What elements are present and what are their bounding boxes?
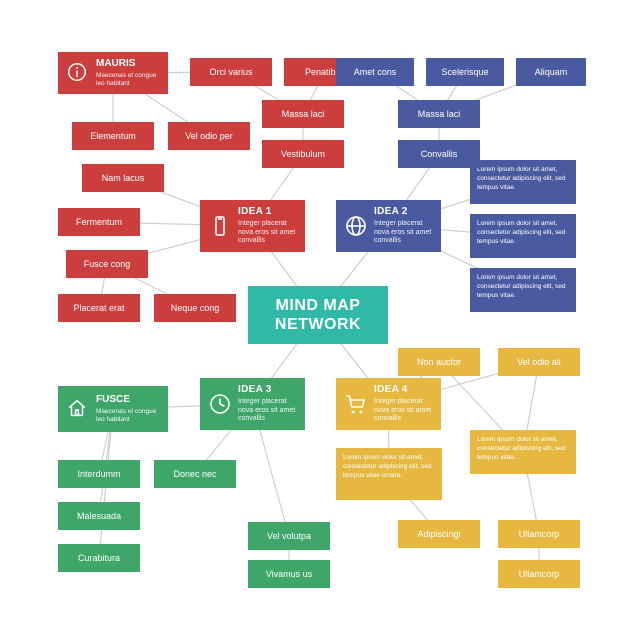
home-icon [66, 397, 88, 422]
r-velodio: Vel odio per [168, 122, 250, 150]
hdr-fusce: FUSCEMaecenas et congue leo habitant [58, 386, 168, 432]
clock-icon [208, 392, 232, 416]
r-elementum: Elementum [72, 122, 154, 150]
center-hero: MIND MAPNETWORK [248, 286, 388, 344]
g-viva: Vivamus us [248, 560, 330, 588]
g-males: Malesuada [58, 502, 140, 530]
info-icon [66, 61, 88, 86]
phone-icon [208, 214, 232, 238]
cart-icon [344, 392, 368, 416]
r-massa: Massa laci [262, 100, 344, 128]
g-vel: Vel volutpa [248, 522, 330, 550]
y-ullam2: Ullamcorp [498, 560, 580, 588]
y-adip: Adipiscingi [398, 520, 480, 548]
r-fusce: Fusce cong [66, 250, 148, 278]
r-placerat: Placerat erat [58, 294, 140, 322]
y-ullam: Ullamcorp [498, 520, 580, 548]
globe-icon [344, 214, 368, 238]
idea2: IDEA 2Integer placerat nova eros sit ame… [336, 200, 441, 252]
desc-y1: Lorem ipsum dolor sit amet, consectetur … [336, 448, 442, 500]
g-inter: Interdumm [58, 460, 140, 488]
desc-b2: Lorem ipsum dolor sit amet, consectetur … [470, 214, 576, 258]
y-velodio: Vel odio ali [498, 348, 580, 376]
r-ferm: Fermentum [58, 208, 140, 236]
b-conv: Convallis [398, 140, 480, 168]
desc-y2: Lorem ipsum dolor sit amet, consectetur … [470, 430, 576, 474]
y-non: Non auctor [398, 348, 480, 376]
r-vestib: Vestibulum [262, 140, 344, 168]
idea1: IDEA 1Integer placerat nova eros sit ame… [200, 200, 305, 252]
b-massa: Massa laci [398, 100, 480, 128]
desc-b3: Lorem ipsum dolor sit amet, consectetur … [470, 268, 576, 312]
r-neque: Neque cong [154, 294, 236, 322]
idea4: IDEA 4Integer placerat nova eros sit ame… [336, 378, 441, 430]
b-scel: Scelerisque [426, 58, 504, 86]
r-nam: Nam lacus [82, 164, 164, 192]
mindmap-canvas: MIND MAPNETWORK IDEA 1Integer placerat n… [0, 0, 626, 626]
idea3: IDEA 3Integer placerat nova eros sit ame… [200, 378, 305, 430]
g-donec: Donec nec [154, 460, 236, 488]
g-cura: Curabitura [58, 544, 140, 572]
hdr-mauris: MAURISMaecenas et congue leo habitant [58, 52, 168, 94]
desc-b1: Lorem ipsum dolor sit amet, consectetur … [470, 160, 576, 204]
b-amet: Amet cons [336, 58, 414, 86]
r-orci: Orci varius [190, 58, 272, 86]
b-aliq: Aliquam [516, 58, 586, 86]
